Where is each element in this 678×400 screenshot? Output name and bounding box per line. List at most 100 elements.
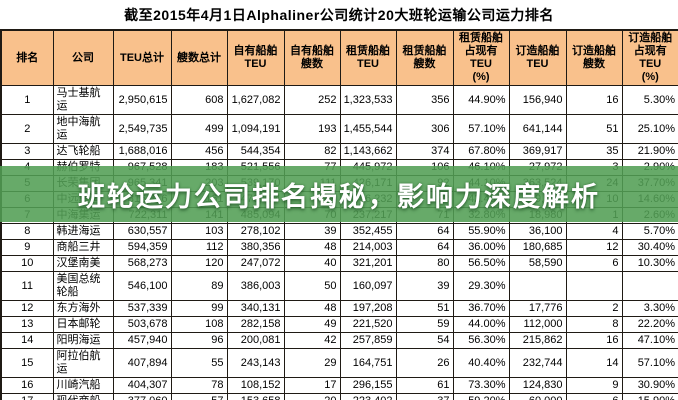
cell-2: 503,678 [112, 316, 172, 333]
cell-7: 39 [395, 271, 454, 301]
cell-8: 56.30% [452, 332, 510, 349]
cell-5: 50 [283, 271, 341, 301]
table-row: 16 川崎汽船 404,307 78 108,152 17 296,155 61 73.30% 1… [0, 377, 678, 394]
cell-3: 112 [170, 239, 228, 256]
cell-9: 17,776 [508, 300, 567, 317]
cell-11: 25.10% [621, 114, 678, 144]
cell-3: 608 [170, 85, 228, 115]
table-row: 15 阿拉伯航运 407,894 55 243,143 29 164,751 26 40.40%… [0, 348, 678, 378]
table-row: 9 商船三井 594,359 112 380,356 48 214,003 64 36.00% 1… [0, 239, 678, 256]
cell-11: 5.30% [621, 85, 678, 115]
cell-8: 73.30% [452, 377, 510, 394]
cell-7: 64 [395, 223, 454, 240]
cell-7: 64 [395, 239, 454, 256]
cell-7: 54 [395, 332, 454, 349]
cell-6: 160,097 [339, 271, 397, 301]
cell-4: 386,003 [226, 271, 285, 301]
cell-7: 51 [395, 300, 454, 317]
cell-8: 56.50% [452, 255, 510, 272]
column-header-8: 租赁船舶 占现有TEU (%) [452, 29, 510, 86]
cell-11: 21.90% [621, 143, 678, 160]
cell-2: 568,273 [112, 255, 172, 272]
cell-10: 9 [565, 377, 623, 394]
cell-0: 1 [0, 85, 54, 115]
table-title: 截至2015年4月1日Alphaliner公司统计20大班轮运输公司运力排名 [124, 6, 554, 23]
cell-0: 8 [0, 223, 54, 240]
cell-2: 457,940 [112, 332, 172, 349]
cell-0: 9 [0, 239, 54, 256]
cell-7: 26 [395, 348, 454, 378]
cell-0: 16 [0, 377, 54, 394]
cell-6: 1,323,533 [339, 85, 397, 115]
cell-3: 120 [170, 255, 228, 272]
cell-6: 221,520 [339, 316, 397, 333]
column-header-7: 租赁船舶 艘数 [395, 29, 454, 86]
cell-1: 川崎汽船 [52, 377, 114, 394]
column-header-1: 公司 [52, 29, 114, 86]
table-row: 10 汉堡南美 568,273 120 247,072 40 321,201 80 56.50%… [0, 255, 678, 272]
cell-1: 汉堡南美 [52, 255, 114, 272]
table-row: 11 美国总统轮船 546,100 89 386,003 50 160,097 39 29.30… [0, 271, 678, 301]
table-row: 1 马士基航运 2,950,615 608 1,627,082 252 1,323,533 3… [0, 85, 678, 115]
cell-10: 6 [565, 255, 623, 272]
cell-6: 352,455 [339, 223, 397, 240]
cell-1: 马士基航运 [52, 85, 114, 115]
cell-2: 2,950,615 [112, 85, 172, 115]
cell-5: 29 [283, 348, 341, 378]
cell-9: 641,144 [508, 114, 567, 144]
cell-0: 14 [0, 332, 54, 349]
cell-3: 55 [170, 348, 228, 378]
cell-10: 6 [565, 393, 623, 400]
cell-5: 252 [283, 85, 341, 115]
cell-0: 15 [0, 348, 54, 378]
cell-6: 197,208 [339, 300, 397, 317]
cell-8: 44.90% [452, 85, 510, 115]
cell-9: 369,917 [508, 143, 567, 160]
cell-0: 12 [0, 300, 54, 317]
cell-4: 247,072 [226, 255, 285, 272]
cell-0: 10 [0, 255, 54, 272]
cell-10: 12 [565, 239, 623, 256]
cell-8: 44.00% [452, 316, 510, 333]
cell-9: 112,000 [508, 316, 567, 333]
cell-3: 456 [170, 143, 228, 160]
promo-banner: 班轮运力公司排名揭秘，影响力深度解析 [0, 166, 678, 222]
cell-11: 30.90% [621, 377, 678, 394]
capacity-ranking-table: 排名 公司 TEU总计 艘数总计 自有船舶 TEU 自有船舶 艘数 租赁船舶 TEU 租赁船舶… [0, 29, 678, 400]
cell-8: 59.20% [452, 393, 510, 400]
cell-8: 67.80% [452, 143, 510, 160]
cell-1: 日本邮轮 [52, 316, 114, 333]
cell-7: 356 [395, 85, 454, 115]
cell-9: 156,940 [508, 85, 567, 115]
cell-0: 2 [0, 114, 54, 144]
cell-2: 407,894 [112, 348, 172, 378]
column-header-3: 艘数总计 [170, 29, 228, 86]
cell-11 [621, 271, 678, 301]
cell-11: 57.10% [621, 348, 678, 378]
cell-5: 193 [283, 114, 341, 144]
cell-8: 36.00% [452, 239, 510, 256]
cell-4: 380,356 [226, 239, 285, 256]
cell-4: 108,152 [226, 377, 285, 394]
cell-2: 377,060 [112, 393, 172, 400]
cell-5: 49 [283, 316, 341, 333]
cell-0: 17 [0, 393, 54, 400]
cell-5: 42 [283, 332, 341, 349]
table-row: 8 韩进海运 630,557 103 278,102 39 352,455 64 55.90% 3… [0, 223, 678, 240]
cell-0: 11 [0, 271, 54, 301]
column-header-9: 订造船舶 TEU [508, 29, 567, 86]
cell-8: 36.70% [452, 300, 510, 317]
cell-9: 232,744 [508, 348, 567, 378]
cell-7: 59 [395, 316, 454, 333]
table-row: 12 东方海外 537,339 99 340,131 48 197,208 51 36.70% 1… [0, 300, 678, 317]
cell-4: 1,627,082 [226, 85, 285, 115]
cell-5: 48 [283, 300, 341, 317]
cell-9: 60,000 [508, 393, 567, 400]
column-header-5: 自有船舶 艘数 [283, 29, 341, 86]
column-header-10: 订造船舶 艘数 [565, 29, 623, 86]
cell-2: 537,339 [112, 300, 172, 317]
promo-banner-text: 班轮运力公司排名揭秘，影响力深度解析 [78, 181, 600, 212]
cell-1: 地中海航运 [52, 114, 114, 144]
cell-2: 546,100 [112, 271, 172, 301]
